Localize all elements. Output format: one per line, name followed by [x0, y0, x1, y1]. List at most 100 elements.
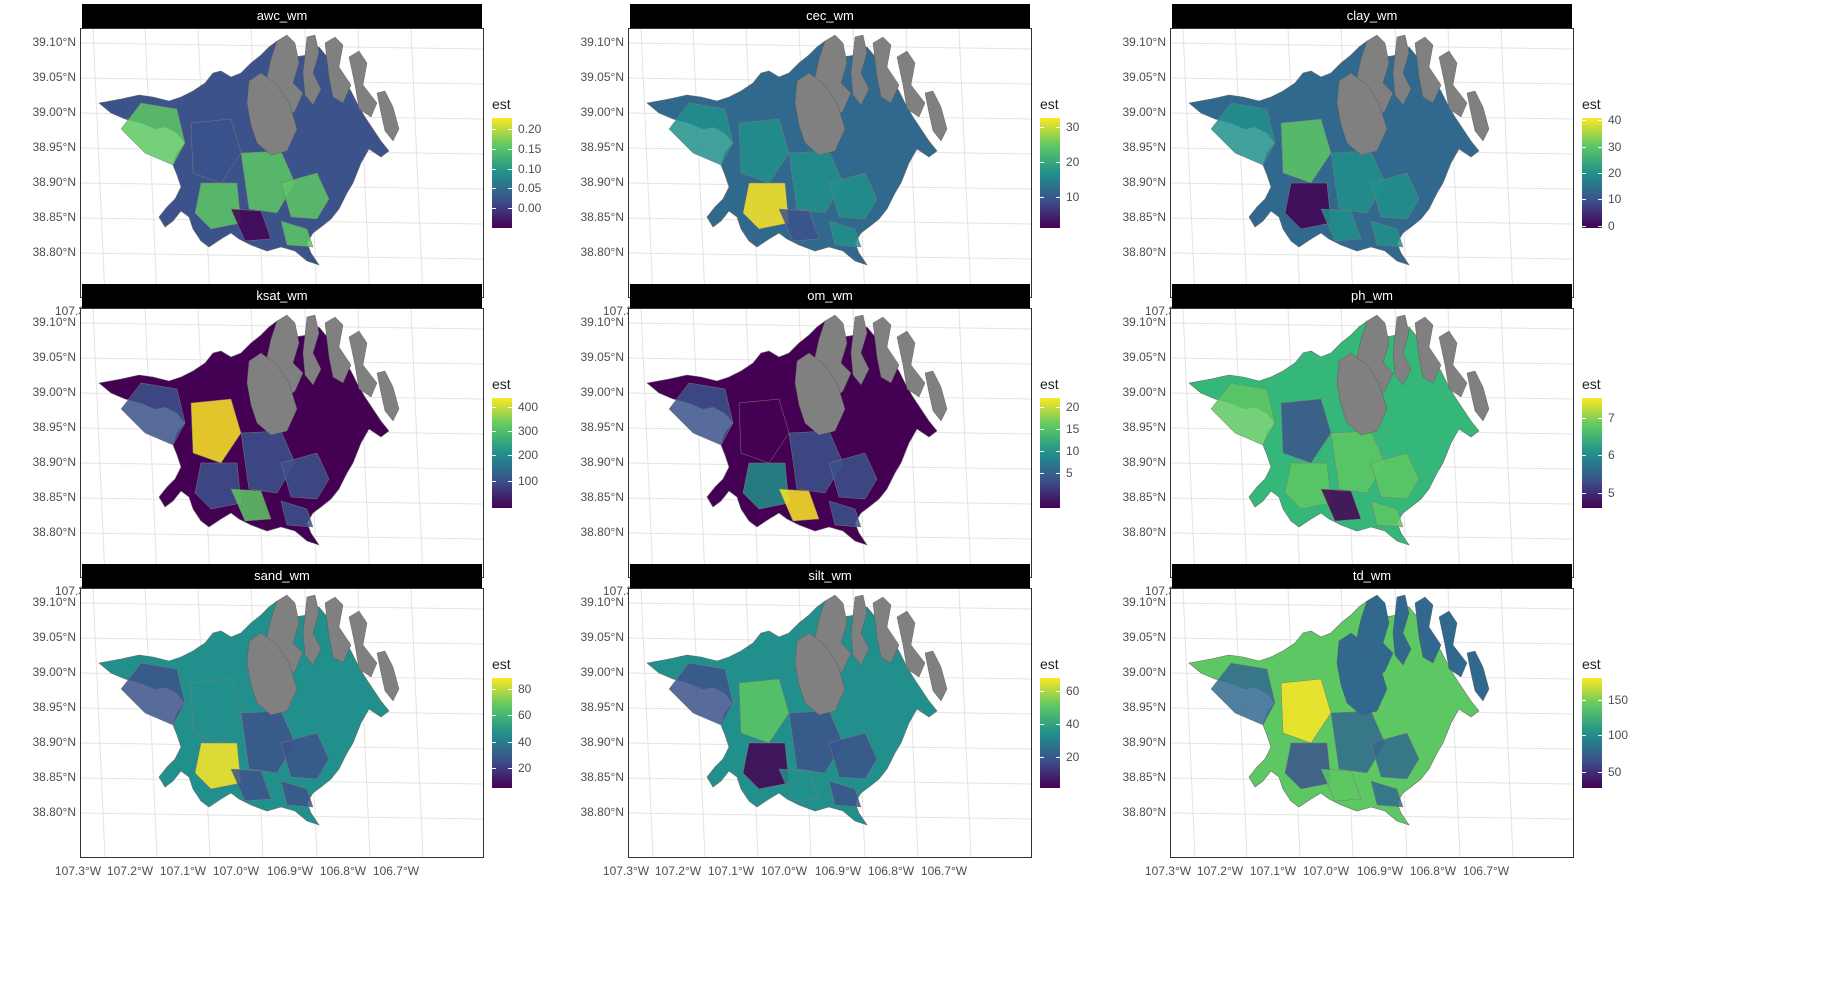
graticule-meridian	[92, 29, 106, 297]
map-unit-polygon	[1284, 742, 1332, 790]
legend-tick-mark	[492, 689, 496, 690]
facet-strip-title: ksat_wm	[82, 284, 482, 308]
legend-tick-mark	[492, 768, 496, 770]
legend-tick-mark	[492, 480, 496, 482]
map-unit-polygon	[1370, 732, 1420, 780]
map-unit-polygon	[778, 488, 820, 522]
no-data-area	[1466, 370, 1490, 422]
legend-tick-label: 10	[1066, 443, 1080, 458]
map-panel-om_wm: om_wm 39.10°N 39.05°N 39.00°N 38.95°N 38.90°N…	[548, 280, 1108, 600]
no-data-area	[246, 352, 298, 436]
no-data-area	[1438, 610, 1468, 678]
x-tick-label: 107.2°W	[654, 864, 702, 878]
legend-tick-mark	[492, 741, 496, 743]
y-tick-label: 39.05°N	[580, 70, 625, 84]
y-tick-label: 38.90°N	[32, 175, 77, 189]
legend-tick-label: 0.20	[518, 122, 542, 136]
map-unit-polygon	[280, 172, 330, 220]
legend-tick-label: 10	[1066, 190, 1080, 205]
legend-tick-label: 150	[1608, 693, 1629, 707]
y-tick-label: 38.95°N	[32, 420, 77, 434]
map-panel-awc_wm: awc_wm 39.10°N 39.05°N 39.00°N 38.95°N 38.90°…	[0, 0, 560, 320]
map-unit-polygon	[230, 768, 272, 802]
x-tick-label: 106.9°W	[266, 864, 314, 878]
map-svg	[81, 29, 483, 297]
map-plot-area	[1170, 28, 1574, 298]
legend-tick-mark	[1056, 450, 1060, 452]
y-tick-label: 38.85°N	[1122, 770, 1167, 784]
legend-tick-label: 40	[1066, 717, 1080, 732]
colorbar-legend: est 30 20 10	[1040, 96, 1110, 246]
y-tick-label: 38.85°N	[32, 490, 77, 504]
x-tick-label: 107.0°W	[1302, 864, 1350, 878]
map-unit-polygon	[1210, 102, 1276, 166]
map-unit-polygon	[280, 732, 330, 780]
legend-tick-mark	[1040, 406, 1044, 408]
y-tick-label: 39.10°N	[1122, 315, 1167, 329]
map-unit-polygon	[828, 172, 878, 220]
graticule-meridian	[410, 589, 424, 857]
y-tick-label: 39.05°N	[32, 70, 77, 84]
no-data-area	[850, 34, 870, 106]
map-unit-polygon	[1370, 500, 1404, 528]
map-unit-polygon	[742, 742, 790, 790]
x-tick-label: 106.9°W	[1356, 864, 1404, 878]
no-data-area	[872, 596, 900, 664]
map-plot-area	[80, 588, 484, 858]
graticule-meridian	[640, 309, 654, 577]
no-data-area	[850, 314, 870, 386]
map-svg	[1171, 589, 1573, 857]
legend-tick-mark	[1040, 691, 1044, 693]
legend-tick-label: 80	[518, 682, 532, 696]
map-plot-area	[80, 308, 484, 578]
y-tick-label: 39.05°N	[1122, 70, 1167, 84]
map-unit-polygon	[120, 382, 186, 446]
y-tick-label: 38.85°N	[580, 210, 625, 224]
colorbar-legend: est 0.20 0.15 0.10 0.05 0.00	[492, 96, 562, 246]
map-plot-area	[1170, 588, 1574, 858]
map-unit-polygon	[668, 662, 734, 726]
legend-tick-mark	[1582, 120, 1586, 122]
legend-tick-mark	[492, 208, 496, 210]
map-plot-area	[1170, 308, 1574, 578]
no-data-area	[324, 316, 352, 384]
x-tick-label: 107.1°W	[159, 864, 207, 878]
no-data-area	[376, 370, 400, 422]
y-tick-label: 38.80°N	[580, 805, 625, 819]
y-tick-label: 38.80°N	[580, 525, 625, 539]
legend-title: est	[1040, 96, 1059, 112]
graticule-meridian	[92, 589, 106, 857]
graticule-parallel	[81, 812, 483, 820]
legend-tick-mark	[1582, 225, 1586, 227]
legend-tick-mark	[1056, 472, 1060, 474]
no-data-area	[376, 90, 400, 142]
legend-tick-label: 20	[1066, 750, 1080, 765]
no-data-area	[1414, 36, 1442, 104]
legend-tick-mark	[508, 148, 512, 150]
facet-strip-title: sand_wm	[82, 564, 482, 588]
colorbar	[1040, 398, 1060, 508]
legend-tick-mark	[1598, 492, 1602, 494]
y-tick-label: 39.00°N	[580, 105, 625, 119]
graticule-meridian	[1182, 309, 1196, 577]
no-data-area	[348, 330, 378, 398]
y-tick-label: 39.10°N	[580, 315, 625, 329]
legend-tick-label: 100	[1608, 728, 1629, 743]
colorbar	[492, 118, 512, 228]
x-tick-label: 106.8°W	[319, 864, 367, 878]
legend-tick-label: 0.00	[518, 201, 542, 216]
x-tick-label: 107.1°W	[1249, 864, 1297, 878]
y-tick-label: 39.10°N	[32, 35, 77, 49]
y-tick-label: 38.85°N	[1122, 210, 1167, 224]
legend-tick-label: 60	[518, 708, 532, 723]
no-data-area	[246, 632, 298, 716]
colorbar-legend: est 7 6 5	[1582, 376, 1652, 526]
y-tick-label: 39.00°N	[1122, 385, 1167, 399]
map-unit-polygon	[194, 742, 242, 790]
y-tick-label: 39.00°N	[32, 385, 77, 399]
legend-tick-label: 30	[1608, 139, 1622, 154]
facet-strip-title: awc_wm	[82, 4, 482, 28]
map-unit-polygon	[190, 678, 242, 744]
y-tick-label: 38.80°N	[1122, 525, 1167, 539]
legend-tick-label: 40	[518, 734, 532, 749]
